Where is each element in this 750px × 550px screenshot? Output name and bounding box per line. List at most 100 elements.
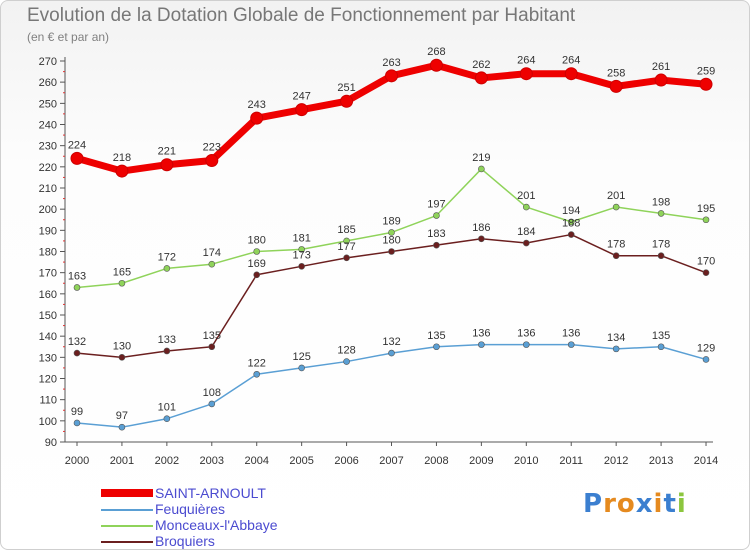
data-label: 165 [113,266,131,278]
data-point [295,103,309,117]
logo-letter: i [676,489,687,519]
data-point [388,349,395,357]
x-tick-label: 2008 [424,455,448,467]
data-label: 125 [292,351,310,363]
data-label: 189 [382,215,400,227]
data-point [163,415,171,423]
data-label: 169 [248,258,266,270]
y-tick-label: 130 [39,352,57,364]
data-point [253,370,261,378]
y-tick-label: 180 [39,247,57,259]
data-point [702,269,710,276]
series-line [76,168,707,289]
x-tick-label: 2010 [514,455,538,467]
data-point [612,203,620,211]
data-label: 135 [652,330,670,342]
data-point [388,248,395,255]
data-point [519,67,533,81]
x-tick-label: 2005 [289,455,313,467]
data-label: 136 [517,328,535,340]
data-point [433,212,440,219]
data-label: 197 [427,199,445,211]
data-label: 97 [116,410,128,422]
data-point [343,254,350,262]
data-point [340,94,354,108]
data-point [343,358,350,365]
data-point [343,237,350,245]
data-label: 224 [68,139,86,151]
data-point [298,364,305,372]
data-point [73,419,81,427]
data-label: 132 [68,336,86,348]
logo-letter: o [616,489,636,519]
data-label: 194 [562,205,580,217]
data-point [657,252,665,260]
y-tick-label: 210 [39,183,57,195]
data-label: 130 [113,340,131,352]
data-point [702,216,710,224]
data-label: 264 [562,55,580,67]
data-label: 180 [382,235,400,247]
data-point [657,210,665,217]
data-point [654,73,668,87]
y-tick-label: 200 [39,204,57,216]
y-tick-label: 110 [39,395,57,407]
series-line [76,343,707,428]
data-point [699,77,713,91]
data-label: 264 [517,55,535,67]
data-point [163,265,171,272]
data-label: 178 [652,239,670,251]
data-label: 136 [562,328,580,340]
data-point [474,71,488,85]
y-tick-label: 90 [45,437,57,449]
data-point [118,279,126,287]
legend-label: Broquiers [155,533,215,549]
logo-letter: x [635,489,654,519]
data-label: 99 [71,406,83,418]
data-point [385,69,399,83]
data-label: 163 [68,270,86,282]
x-tick-label: 2004 [244,455,268,467]
y-tick-label: 150 [39,310,57,322]
data-label: 259 [697,65,715,77]
data-point [160,158,174,172]
data-label: 133 [158,334,176,346]
x-tick-label: 2002 [155,455,179,467]
x-tick-label: 2000 [65,455,89,467]
data-label: 218 [113,152,131,164]
y-tick-label: 270 [39,56,57,68]
x-tick-label: 2012 [604,455,628,467]
x-tick-label: 2009 [469,455,493,467]
data-point [208,343,216,351]
data-label: 183 [427,228,445,240]
data-point [522,203,530,211]
y-tick-label: 170 [39,268,57,280]
data-label: 263 [382,57,400,69]
data-point [478,165,485,173]
data-label: 132 [382,336,400,348]
data-label: 136 [472,328,490,340]
data-point [567,341,575,348]
y-tick-label: 100 [39,416,57,428]
data-label: 185 [337,224,355,236]
data-label: 108 [203,387,221,399]
data-label: 135 [427,330,445,342]
data-point [388,229,395,236]
y-tick-label: 190 [39,225,57,237]
data-label: 101 [158,402,176,414]
legend-swatch [101,525,153,527]
x-tick-label: 2006 [334,455,358,467]
x-tick-label: 2014 [694,455,718,467]
data-label: 223 [203,141,221,153]
data-point [478,235,485,243]
data-label: 268 [427,46,445,58]
data-point [702,356,710,363]
data-label: 251 [337,82,355,94]
data-point [118,423,126,431]
data-label: 198 [652,196,670,208]
data-point [208,260,216,268]
data-label: 122 [248,357,266,369]
data-point [612,252,620,260]
legend-swatch [101,489,153,497]
